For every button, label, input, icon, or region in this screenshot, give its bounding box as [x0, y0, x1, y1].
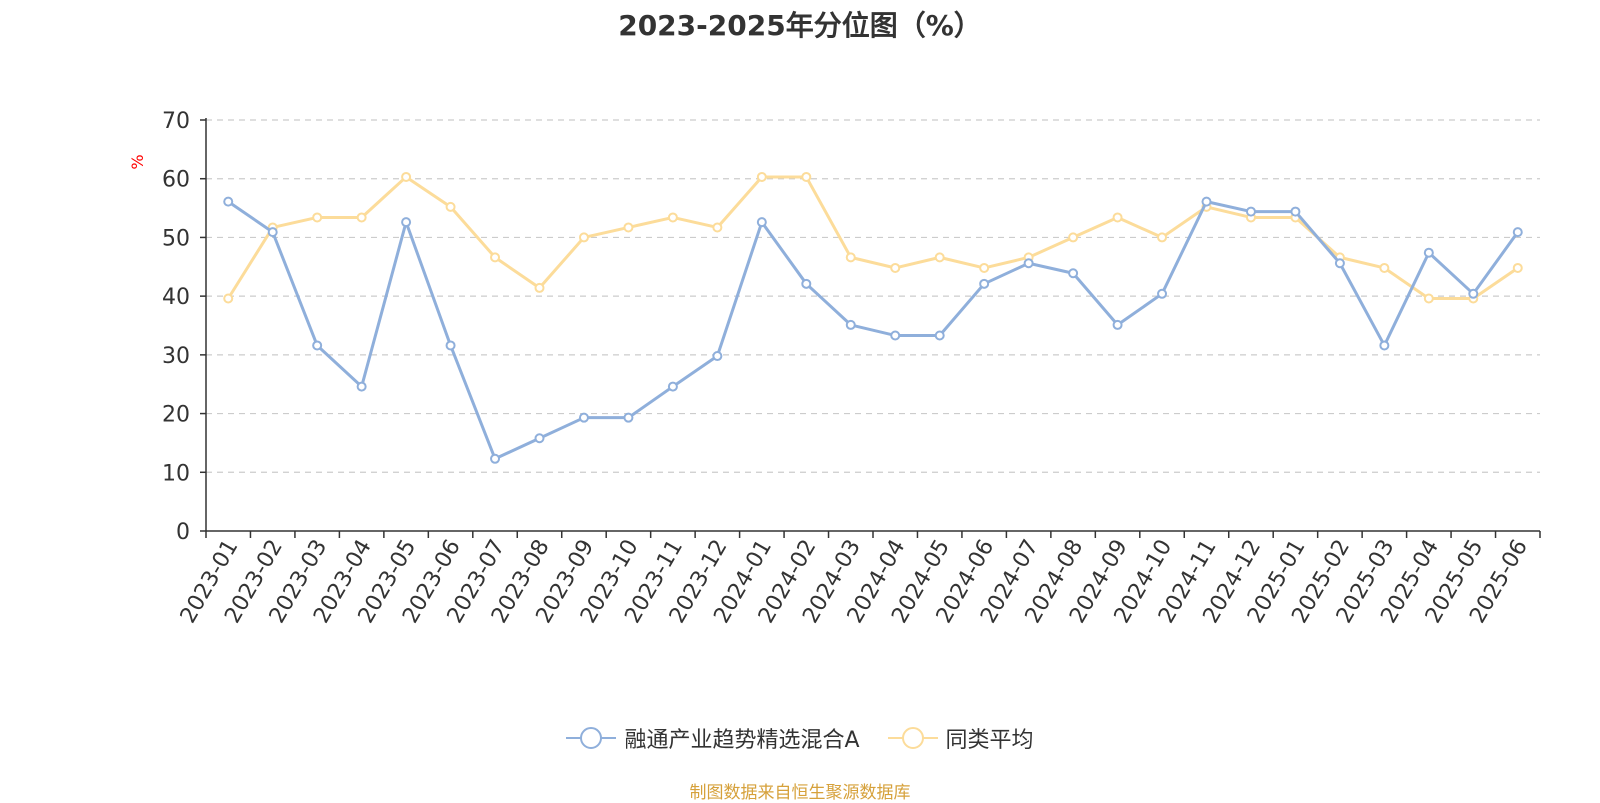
data-point-series1 — [267, 227, 278, 238]
data-point-series1 — [445, 340, 456, 351]
legend-item-series2[interactable]: 同类平均 — [887, 722, 1034, 754]
data-point-series1 — [1379, 340, 1390, 351]
legend-marker-series1 — [566, 727, 617, 749]
y-tick-label: 20 — [162, 403, 190, 428]
data-point-series2 — [801, 171, 812, 182]
data-point-series2 — [1068, 232, 1079, 243]
data-point-series1 — [801, 278, 812, 289]
data-point-series1 — [1068, 268, 1079, 279]
data-point-series1 — [1157, 288, 1168, 299]
y-tick-label: 50 — [162, 226, 190, 251]
data-point-series2 — [312, 212, 323, 223]
data-point-series1 — [401, 217, 412, 228]
data-point-series1 — [1334, 258, 1345, 269]
series-line-1 — [227, 200, 1519, 461]
data-point-series1 — [1201, 196, 1212, 207]
y-tick-label: 30 — [162, 344, 190, 369]
series-line-2 — [226, 175, 1519, 300]
data-point-series1 — [534, 433, 545, 444]
data-point-series2 — [356, 212, 367, 223]
data-point-series1 — [890, 330, 901, 341]
y-tick-label: 70 — [162, 109, 190, 134]
data-point-series2 — [712, 222, 723, 233]
data-point-series1 — [667, 381, 678, 392]
data-point-series1 — [223, 196, 234, 207]
legend-item-series1[interactable]: 融通产业趋势精选混合A — [566, 722, 860, 754]
y-tick-label: 10 — [162, 461, 190, 486]
data-point-series1 — [712, 351, 723, 362]
y-tick-label: 60 — [162, 168, 190, 193]
source-footer: 制图数据来自恒生聚源数据库 — [689, 783, 911, 803]
data-point-series2 — [890, 262, 901, 273]
data-point-series1 — [490, 453, 501, 464]
data-point-series2 — [756, 171, 767, 182]
data-point-series1 — [1245, 206, 1256, 217]
data-point-series2 — [1112, 212, 1123, 223]
data-point-series1 — [1512, 227, 1523, 238]
data-point-series2 — [667, 212, 678, 223]
series-lines — [223, 171, 1523, 464]
data-point-series1 — [312, 340, 323, 351]
data-point-series1 — [934, 330, 945, 341]
data-point-series1 — [1112, 319, 1123, 330]
data-point-series2 — [445, 201, 456, 212]
data-point-series1 — [845, 319, 856, 330]
data-point-series2 — [1512, 262, 1523, 273]
data-point-series1 — [1023, 258, 1034, 269]
data-point-series2 — [623, 222, 634, 233]
data-point-series1 — [356, 381, 367, 392]
data-point-series1 — [1423, 247, 1434, 258]
data-point-series2 — [401, 171, 412, 182]
y-tick-label: 40 — [162, 285, 190, 310]
data-point-series1 — [1468, 288, 1479, 299]
data-point-series2 — [490, 252, 501, 263]
legend-label-series2: 同类平均 — [945, 728, 1034, 753]
data-point-series2 — [845, 252, 856, 263]
data-point-series2 — [578, 232, 589, 243]
data-point-series2 — [1157, 232, 1168, 243]
data-point-series1 — [623, 412, 634, 423]
y-tick-label: 0 — [176, 520, 190, 545]
legend-label-series1: 融通产业趋势精选混合A — [624, 728, 860, 753]
data-point-series2 — [1379, 262, 1390, 273]
chart-title: 2023-2025年分位图（%） — [618, 9, 982, 42]
y-axis-unit-label: % — [128, 154, 147, 169]
data-point-series2 — [979, 262, 990, 273]
data-point-series2 — [223, 293, 234, 304]
data-point-series1 — [756, 217, 767, 228]
data-point-series2 — [934, 252, 945, 263]
data-point-series2 — [1423, 293, 1434, 304]
data-point-series1 — [979, 278, 990, 289]
data-point-series1 — [1290, 206, 1301, 217]
data-point-series1 — [578, 412, 589, 423]
data-point-series2 — [534, 282, 545, 293]
legend-marker-series2 — [887, 727, 938, 749]
legend: 融通产业趋势精选混合A 同类平均 — [0, 722, 1600, 754]
